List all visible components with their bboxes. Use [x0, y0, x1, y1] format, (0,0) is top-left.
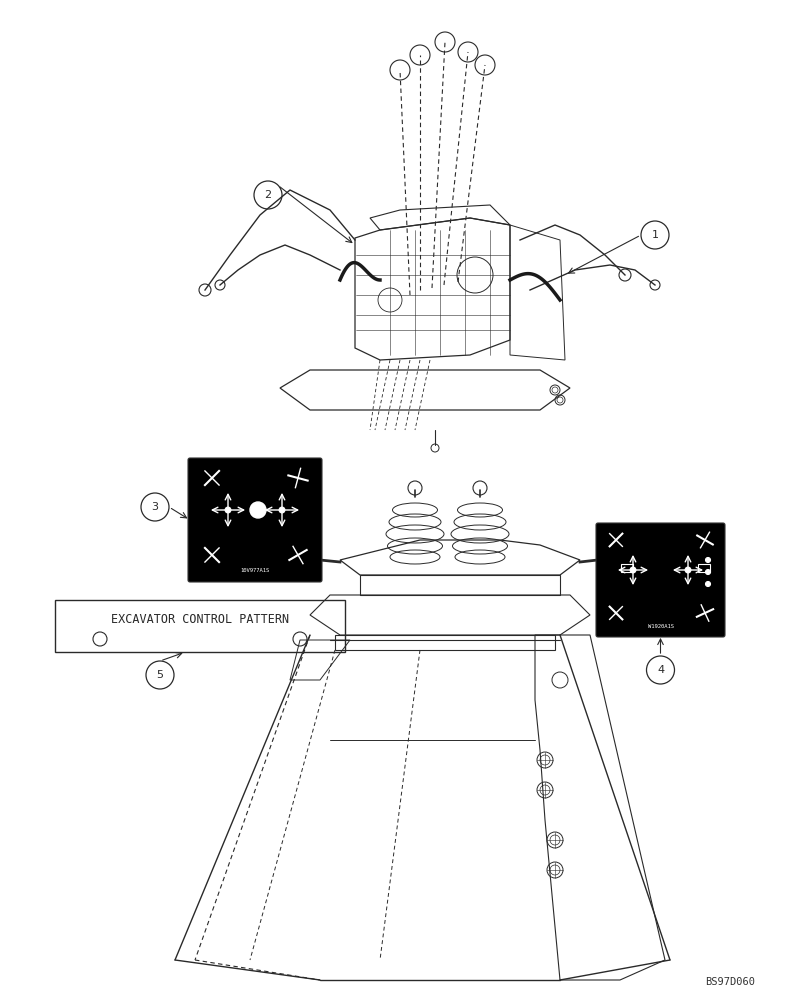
- Circle shape: [225, 507, 231, 513]
- Text: 4: 4: [657, 665, 664, 675]
- FancyBboxPatch shape: [188, 458, 322, 582]
- Bar: [55, 600, 345, 652]
- Text: EXCAVATOR CONTROL PATTERN: EXCAVATOR CONTROL PATTERN: [111, 613, 289, 626]
- Circle shape: [250, 502, 266, 518]
- FancyBboxPatch shape: [596, 523, 725, 637]
- Circle shape: [685, 567, 691, 573]
- Text: BS97D060: BS97D060: [705, 977, 755, 987]
- Circle shape: [705, 558, 710, 562]
- Circle shape: [705, 570, 710, 574]
- Bar: [621, 564, 633, 572]
- Text: 3: 3: [152, 502, 158, 512]
- Circle shape: [630, 567, 636, 573]
- Text: W1920A1S: W1920A1S: [647, 624, 674, 629]
- Text: 1: 1: [651, 230, 659, 240]
- Text: 2: 2: [264, 190, 271, 200]
- Text: 5: 5: [157, 670, 163, 680]
- Bar: [698, 564, 710, 572]
- Text: 10V977A1S: 10V977A1S: [240, 568, 270, 572]
- Circle shape: [705, 582, 710, 586]
- Circle shape: [279, 507, 285, 513]
